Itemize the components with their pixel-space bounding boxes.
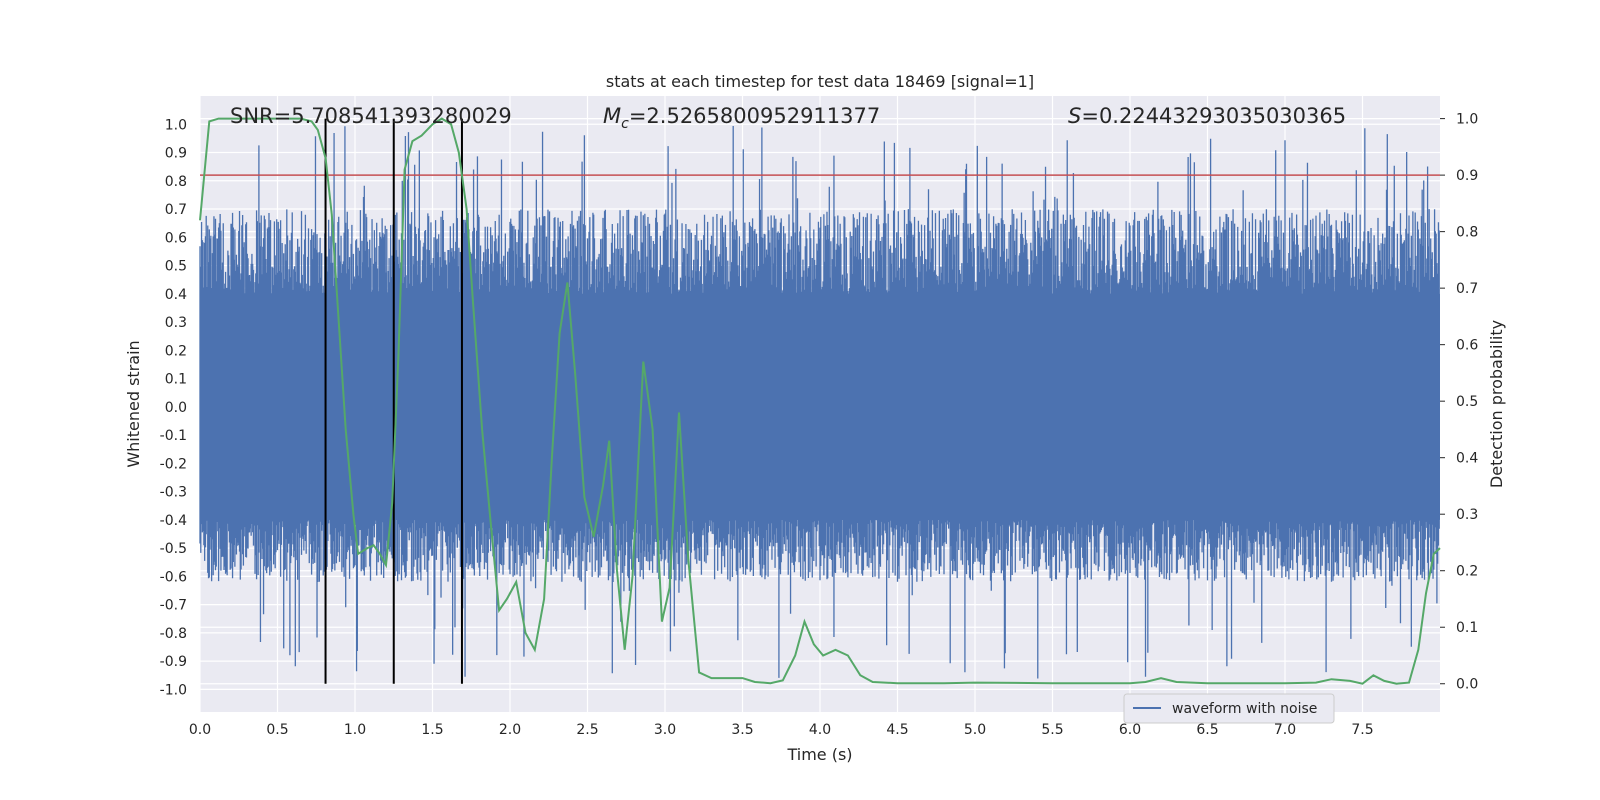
right-y-tick-label: 0.8	[1456, 225, 1478, 241]
x-tick-label: 4.0	[809, 722, 831, 738]
left-y-tick-label: 0.7	[165, 202, 187, 218]
left-y-tick-label: -0.1	[160, 428, 187, 444]
left-y-tick-label: -1.0	[160, 682, 187, 698]
left-y-tick-label: 0.3	[165, 315, 187, 331]
chirp-mass-subscript: c	[621, 116, 629, 132]
left-y-tick-label: 0.8	[165, 174, 187, 190]
right-y-tick-label: 0.9	[1456, 168, 1478, 184]
chirp-mass-annotation: Mc=2.5265800952911377	[603, 104, 880, 132]
x-tick-label: 4.5	[886, 722, 908, 738]
left-y-tick-label: -0.6	[160, 569, 187, 585]
x-tick-label: 1.5	[421, 722, 443, 738]
left-y-tick-label: -0.7	[160, 598, 187, 614]
vertical-markers	[324, 118, 463, 684]
waveform-with-noise-series	[199, 126, 1440, 679]
x-tick-label: 1.0	[344, 722, 366, 738]
left-y-tick-labels: 1.0 0.9 0.8 0.7 0.6 0.5 0.4 0.3 0.2 0.1 0.0 -0.1 -0.…	[160, 117, 187, 698]
x-tick-label: 3.0	[654, 722, 676, 738]
x-tick-label: 7.5	[1351, 722, 1373, 738]
left-y-axis-label: Whitened strain	[124, 340, 143, 467]
left-y-tick-label: 1.0	[165, 117, 187, 133]
x-tick-label: 5.0	[964, 722, 986, 738]
right-y-tick-label: 0.4	[1456, 451, 1478, 467]
right-y-tick-label: 0.7	[1456, 281, 1478, 297]
left-y-tick-label: 0.6	[165, 230, 187, 246]
right-y-tick-label: 0.1	[1456, 620, 1478, 636]
chirp-mass-value: =2.5265800952911377	[629, 104, 880, 128]
x-tick-label: 6.5	[1196, 722, 1218, 738]
waveform-core-band	[200, 293, 1440, 520]
x-tick-label: 2.5	[576, 722, 598, 738]
right-y-tick-label: 0.2	[1456, 564, 1478, 580]
x-tick-label: 7.0	[1274, 722, 1296, 738]
legend: waveform with noise	[1123, 693, 1335, 724]
s-annotation: S=0.22443293035030365	[1068, 104, 1346, 128]
right-y-tick-label: 0.3	[1456, 507, 1478, 523]
left-y-tick-label: -0.5	[160, 541, 187, 557]
right-y-tick-label: 0.0	[1456, 677, 1478, 693]
left-y-tick-label: 0.1	[165, 372, 187, 388]
x-tick-label: 5.5	[1041, 722, 1063, 738]
right-y-tick-label: 0.5	[1456, 394, 1478, 410]
x-axis-label: Time (s)	[786, 745, 852, 764]
snr-annotation: SNR=5.708541393280029	[230, 104, 512, 128]
left-y-tick-label: 0.4	[165, 287, 187, 303]
x-tick-labels: 0.0 0.5 1.0 1.5 2.0 2.5 3.0 3.5 4.0 4.5 5.0 5.5 6.0 6…	[189, 722, 1374, 738]
right-y-tick-label: 0.6	[1456, 338, 1478, 354]
x-tick-label: 0.5	[266, 722, 288, 738]
chart-title: stats at each timestep for test data 184…	[606, 72, 1034, 91]
s-value: =0.22443293035030365	[1081, 104, 1346, 128]
x-tick-label: 3.5	[731, 722, 753, 738]
left-y-tick-label: 0.0	[165, 400, 187, 416]
legend-label-waveform: waveform with noise	[1172, 701, 1317, 717]
left-y-tick-label: -0.3	[160, 485, 187, 501]
detection-probability-line	[199, 117, 1441, 685]
x-tick-label: 2.0	[499, 722, 521, 738]
left-y-tick-label: 0.9	[165, 146, 187, 162]
right-y-tick-label: 1.0	[1456, 112, 1478, 128]
left-y-tick-label: 0.2	[165, 343, 187, 359]
legend-box	[1123, 693, 1335, 724]
left-y-tick-label: -0.4	[160, 513, 187, 529]
right-y-tick-labels: 1.0 0.9 0.8 0.7 0.6 0.5 0.4 0.3 0.2 0.1 0.0	[1440, 112, 1478, 693]
right-y-axis-label: Detection probability	[1487, 320, 1506, 488]
left-y-tick-label: -0.9	[160, 654, 187, 670]
left-y-tick-label: -0.2	[160, 456, 187, 472]
x-tick-label: 0.0	[189, 722, 211, 738]
x-tick-label: 6.0	[1119, 722, 1141, 738]
chirp-mass-symbol: M	[603, 104, 621, 128]
s-symbol: S	[1068, 104, 1081, 128]
left-y-tick-label: -0.8	[160, 626, 187, 642]
left-y-tick-label: 0.5	[165, 259, 187, 275]
